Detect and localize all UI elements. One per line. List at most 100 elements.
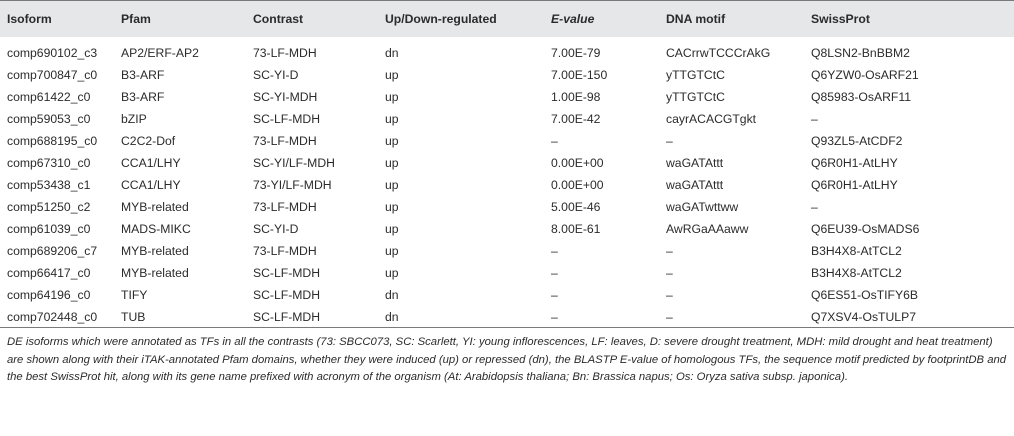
- cell-evalue: 5.00E-46: [551, 200, 601, 214]
- table-row: comp690102_c3 AP2/ERF-AP2 73-LF-MDH dn 7.00E…: [0, 37, 1014, 64]
- cell-contrast: SC-LF-MDH: [253, 112, 321, 126]
- table-row: comp59053_c0 bZIP SC-LF-MDH up 7.00E-42 cayrA…: [0, 108, 1014, 130]
- cell-pfam: C2C2-Dof: [121, 134, 176, 148]
- table-body: comp690102_c3 AP2/ERF-AP2 73-LF-MDH dn 7.00E…: [0, 37, 1014, 328]
- cell-regulation: up: [385, 200, 399, 214]
- table-row: comp67310_c0 CCA1/LHY SC-YI/LF-MDH up 0.00E+…: [0, 152, 1014, 174]
- cell-contrast: SC-YI-D: [253, 222, 299, 236]
- cell-swissprot: B3H4X8-AtTCL2: [811, 244, 902, 258]
- cell-swissprot: Q85983-OsARF11: [811, 90, 912, 104]
- cell-swissprot: B3H4X8-AtTCL2: [811, 266, 902, 280]
- cell-evalue: 1.00E-98: [551, 90, 601, 104]
- table-top-rule: [0, 0, 1014, 1]
- table-row: comp51250_c2 MYB-related 73-LF-MDH up 5.00E-…: [0, 196, 1014, 218]
- cell-contrast: SC-YI-MDH: [253, 90, 318, 104]
- header-row: Isoform Pfam Contrast Up/Down-regulated …: [0, 0, 1014, 37]
- cell-isoform: comp700847_c0: [7, 68, 98, 82]
- table-row: comp53438_c1 CCA1/LHY 73-YI/LF-MDH up 0.00E+…: [0, 174, 1014, 196]
- cell-isoform: comp51250_c2: [7, 200, 91, 214]
- table-header: Isoform Pfam Contrast Up/Down-regulated …: [0, 0, 1014, 37]
- cell-pfam: CCA1/LHY: [121, 156, 181, 170]
- table-row: comp702448_c0 TUB SC-LF-MDH dn – – Q7XSV4-OsTU…: [0, 306, 1014, 328]
- cell-regulation: up: [385, 178, 399, 192]
- cell-motif: waGATwttww: [666, 200, 739, 214]
- cell-swissprot: Q6ES51-OsTIFY6B: [811, 288, 919, 302]
- cell-swissprot: Q6R0H1-AtLHY: [811, 156, 898, 170]
- cell-evalue: 7.00E-79: [551, 46, 601, 60]
- cell-swissprot: –: [811, 200, 818, 214]
- cell-contrast: 73-LF-MDH: [253, 200, 317, 214]
- cell-isoform: comp702448_c0: [7, 310, 98, 324]
- cell-swissprot: Q7XSV4-OsTULP7: [811, 310, 916, 324]
- cell-evalue: –: [551, 288, 558, 302]
- cell-regulation: up: [385, 134, 399, 148]
- cell-regulation: dn: [385, 310, 399, 324]
- cell-motif: –: [666, 134, 673, 148]
- table-row: comp688195_c0 C2C2-Dof 73-LF-MDH up – – Q93ZL5…: [0, 130, 1014, 152]
- cell-evalue: 0.00E+00: [551, 156, 604, 170]
- cell-regulation: up: [385, 68, 399, 82]
- cell-evalue: 0.00E+00: [551, 178, 604, 192]
- cell-evalue: –: [551, 310, 558, 324]
- cell-contrast: SC-YI/LF-MDH: [253, 156, 335, 170]
- cell-isoform: comp690102_c3: [7, 46, 98, 60]
- cell-regulation: up: [385, 112, 399, 126]
- cell-isoform: comp66417_c0: [7, 266, 91, 280]
- cell-swissprot: Q6EU39-OsMADS6: [811, 222, 920, 236]
- cell-isoform: comp67310_c0: [7, 156, 91, 170]
- cell-evalue: –: [551, 134, 558, 148]
- cell-isoform: comp688195_c0: [7, 134, 98, 148]
- cell-motif: –: [666, 310, 673, 324]
- table-row: comp689206_c7 MYB-related 73-LF-MDH up – – B3H…: [0, 240, 1014, 262]
- header-motif: DNA motif: [666, 11, 726, 26]
- cell-motif: cayrACACGTgkt: [666, 112, 757, 126]
- cell-regulation: dn: [385, 46, 399, 60]
- cell-regulation: up: [385, 266, 399, 280]
- cell-regulation: up: [385, 90, 399, 104]
- header-regulation: Up/Down-regulated: [385, 11, 497, 26]
- cell-swissprot: Q8LSN2-BnBBM2: [811, 46, 910, 60]
- cell-pfam: TIFY: [121, 288, 148, 302]
- cell-isoform: comp59053_c0: [7, 112, 91, 126]
- header-isoform: Isoform: [7, 11, 52, 26]
- cell-evalue: 8.00E-61: [551, 222, 601, 236]
- cell-evalue: 7.00E-42: [551, 112, 601, 126]
- header-swissprot: SwissProt: [811, 11, 870, 26]
- table-row: comp61039_c0 MADS-MIKC SC-YI-D up 8.00E-61 Aw…: [0, 218, 1014, 240]
- header-contrast: Contrast: [253, 11, 304, 26]
- table-caption: DE isoforms which were annotated as TFs …: [7, 336, 1007, 384]
- cell-evalue: –: [551, 244, 558, 258]
- cell-regulation: up: [385, 244, 399, 258]
- cell-motif: waGATAttt: [666, 178, 724, 192]
- cell-contrast: SC-LF-MDH: [253, 310, 321, 324]
- cell-regulation: up: [385, 222, 399, 236]
- cell-isoform: comp53438_c1: [7, 178, 91, 192]
- cell-regulation: up: [385, 156, 399, 170]
- cell-motif: –: [666, 244, 673, 258]
- table-row: comp64196_c0 TIFY SC-LF-MDH dn – – Q6ES51-OsTI…: [0, 284, 1014, 306]
- cell-evalue: 7.00E-150: [551, 68, 608, 82]
- cell-regulation: dn: [385, 288, 399, 302]
- cell-pfam: TUB: [121, 310, 146, 324]
- cell-isoform: comp61422_c0: [7, 90, 91, 104]
- cell-motif: CACrrwTCCCrAkG: [666, 46, 771, 60]
- cell-pfam: B3-ARF: [121, 68, 165, 82]
- cell-pfam: bZIP: [121, 112, 147, 126]
- cell-motif: –: [666, 288, 673, 302]
- table-row: comp61422_c0 B3-ARF SC-YI-MDH up 1.00E-98 yTT…: [0, 86, 1014, 108]
- cell-contrast: SC-LF-MDH: [253, 266, 321, 280]
- cell-isoform: comp689206_c7: [7, 244, 98, 258]
- cell-pfam: AP2/ERF-AP2: [121, 46, 199, 60]
- header-evalue: E-value: [551, 11, 595, 26]
- cell-pfam: MYB-related: [121, 266, 189, 280]
- table-row: comp700847_c0 B3-ARF SC-YI-D up 7.00E-150 yTT…: [0, 64, 1014, 86]
- cell-isoform: comp61039_c0: [7, 222, 91, 236]
- cell-motif: yTTGTCtC: [666, 90, 725, 104]
- header-pfam: Pfam: [121, 11, 151, 26]
- cell-contrast: SC-YI-D: [253, 68, 299, 82]
- cell-contrast: 73-LF-MDH: [253, 244, 317, 258]
- table-row: comp66417_c0 MYB-related SC-LF-MDH up – – B3H4…: [0, 262, 1014, 284]
- tf-table: Isoform Pfam Contrast Up/Down-regulated …: [0, 0, 1014, 328]
- cell-motif: waGATAttt: [666, 156, 724, 170]
- cell-contrast: 73-LF-MDH: [253, 46, 317, 60]
